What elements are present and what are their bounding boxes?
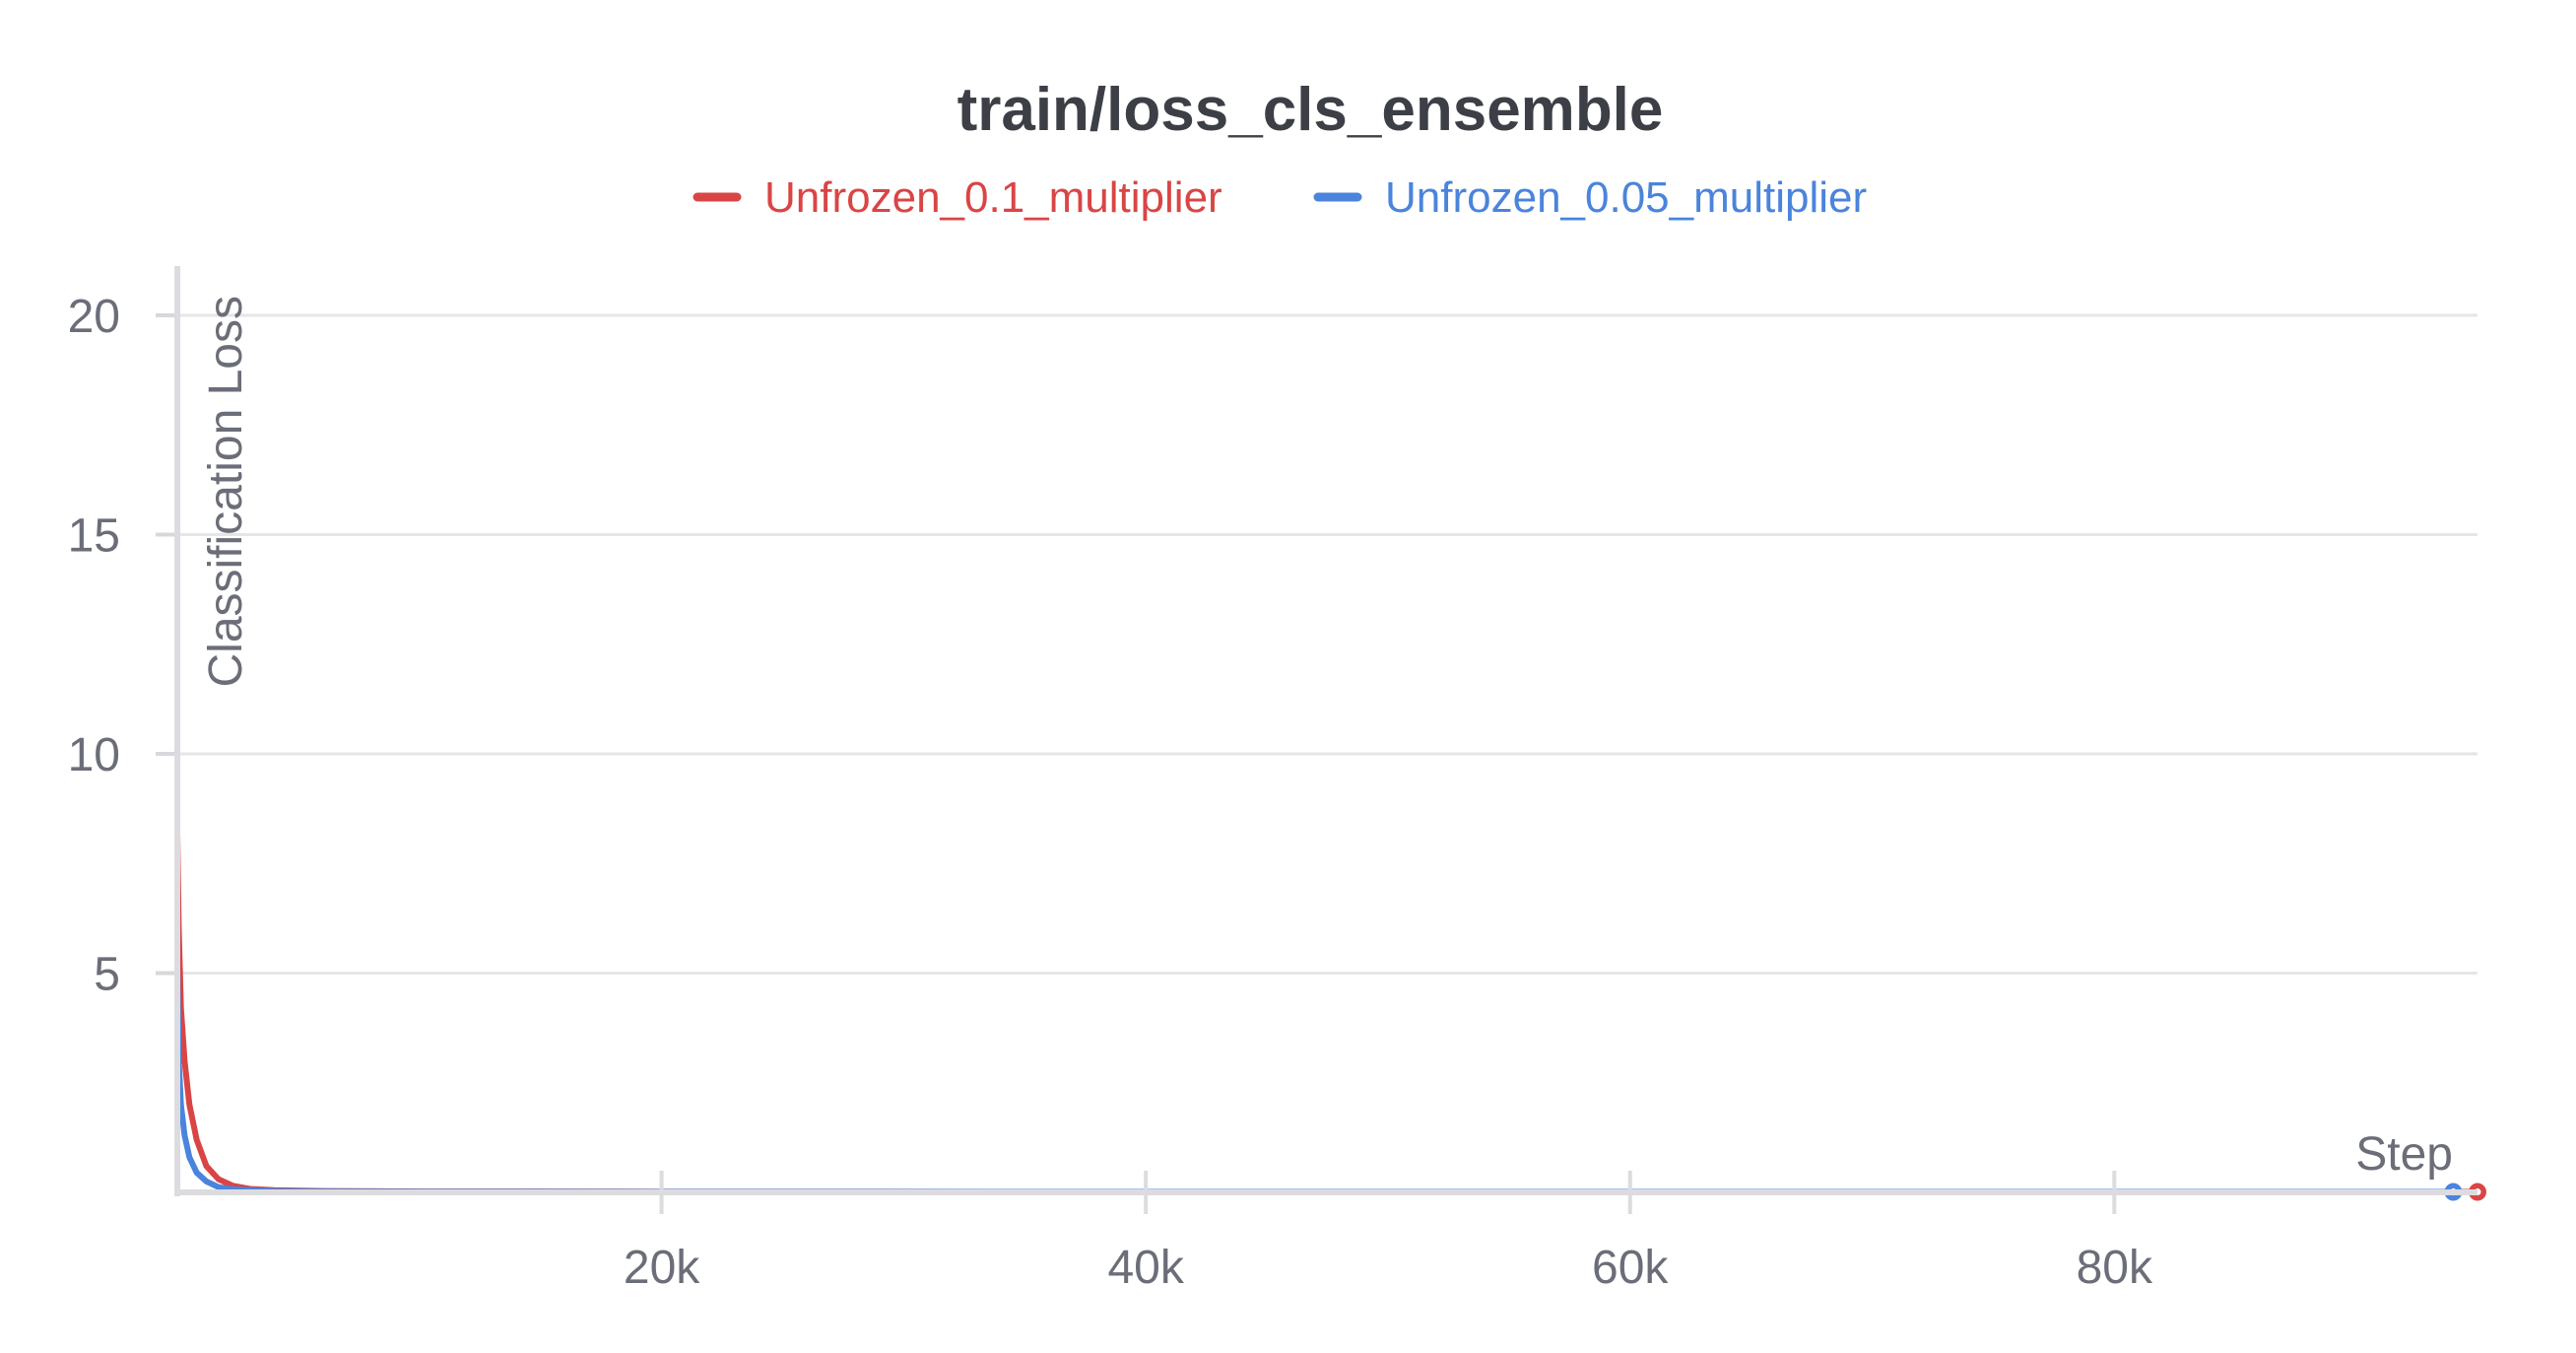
x-tick-label: 60k bbox=[1592, 1242, 1669, 1294]
legend: Unfrozen_0.1_multiplier Unfrozen_0.05_mul… bbox=[693, 173, 1867, 222]
grid-lines: 5 10 15 20 bbox=[68, 291, 2477, 1001]
y-tick-label: 10 bbox=[68, 729, 120, 781]
y-tick-label: 20 bbox=[68, 291, 120, 343]
series-line-2 bbox=[174, 964, 2454, 1195]
legend-label[interactable]: Unfrozen_0.05_multiplier bbox=[1385, 173, 1867, 222]
x-tick-label: 40k bbox=[1107, 1242, 1184, 1294]
axes: 20k 40k 60k 80k bbox=[174, 266, 2477, 1294]
chart-title: train/loss_cls_ensemble bbox=[958, 76, 1664, 144]
y-tick-label: 5 bbox=[94, 949, 120, 1001]
y-axis-title: Classification Loss bbox=[200, 296, 252, 688]
y-tick-label: 15 bbox=[68, 510, 120, 563]
series-layer bbox=[174, 833, 2486, 1201]
legend-label[interactable]: Unfrozen_0.1_multiplier bbox=[764, 173, 1222, 222]
x-axis-title: Step bbox=[2355, 1128, 2453, 1181]
x-tick-label: 20k bbox=[624, 1242, 700, 1294]
x-tick-label: 80k bbox=[2077, 1242, 2153, 1294]
series-line-1 bbox=[174, 833, 2477, 1195]
